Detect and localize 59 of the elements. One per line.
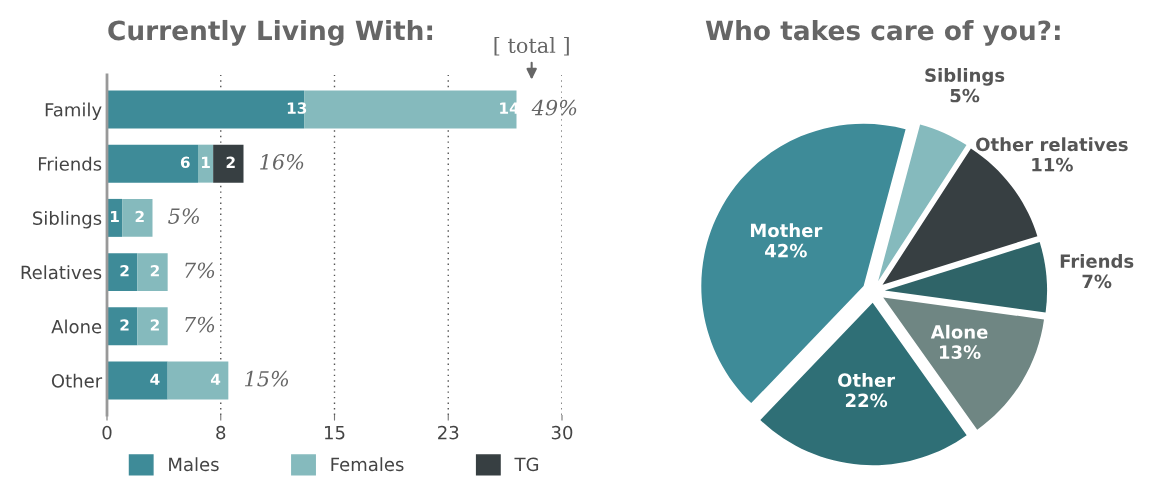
bar — [198, 144, 214, 183]
x-tick-label: 30 — [551, 425, 573, 440]
data-label: 2 — [120, 319, 129, 331]
data-label: 1 — [110, 210, 119, 223]
data-label: 2 — [135, 210, 144, 223]
x-tick-label: 0 — [102, 425, 112, 440]
y-tick-label: Alone — [51, 319, 102, 334]
legend-label: TG — [514, 457, 539, 472]
y-tick-label: Relatives — [21, 265, 102, 280]
data-label: 22% — [845, 393, 888, 408]
bar — [122, 198, 153, 237]
slice-label: Other relatives — [976, 137, 1128, 152]
y-tick-label: Siblings — [33, 211, 102, 229]
slice-label: Siblings — [925, 68, 1005, 86]
data-label: 2 — [150, 264, 159, 277]
y-tick-label: Friends — [38, 156, 102, 171]
data-label: 42% — [765, 243, 807, 258]
slice-label: Friends — [1060, 253, 1134, 268]
data-label: 7% — [1082, 274, 1112, 289]
y-tick-label: Other — [51, 373, 103, 388]
annotation: 5% — [168, 208, 199, 224]
data-label: 5% — [950, 88, 980, 103]
text: [ total ] — [494, 36, 569, 56]
slice-label: Alone — [930, 324, 988, 339]
legend-label: Males — [169, 457, 219, 472]
data-label: 2 — [120, 264, 129, 277]
bar — [107, 144, 198, 183]
slice-label: Mother — [750, 223, 823, 238]
bar — [107, 90, 305, 129]
bar — [107, 307, 138, 346]
data-label: 4 — [210, 373, 221, 385]
annotation: 49% — [531, 99, 577, 116]
x-tick-label: 23 — [438, 425, 459, 440]
bar — [107, 361, 168, 400]
bar — [137, 253, 168, 292]
bar — [213, 144, 244, 183]
bar — [107, 253, 138, 292]
data-label: 2 — [150, 319, 159, 331]
chart-title: Currently Living With: — [108, 19, 433, 46]
data-label: 1 — [201, 156, 210, 168]
y-tick-label: Family — [45, 102, 102, 121]
chart-title: Who takes care of you?: — [705, 19, 1060, 46]
annotation: 7% — [185, 316, 215, 333]
annotation: 16% — [260, 153, 304, 170]
data-label: 2 — [226, 156, 235, 168]
bar — [167, 361, 229, 400]
data-label: 11% — [1032, 157, 1073, 172]
annotation: 15% — [244, 370, 289, 387]
annotation: 7% — [185, 262, 215, 279]
legend-label: Females — [331, 457, 404, 472]
data-label: 4 — [150, 373, 160, 385]
bar — [137, 307, 168, 346]
x-tick-label: 8 — [216, 425, 226, 440]
bar — [304, 90, 517, 129]
data-label: 13 — [287, 102, 307, 114]
x-tick-label: 15 — [325, 425, 345, 440]
slice-label: Other — [838, 373, 896, 388]
data-label: 6 — [180, 156, 190, 169]
data-label: 13% — [939, 345, 981, 360]
